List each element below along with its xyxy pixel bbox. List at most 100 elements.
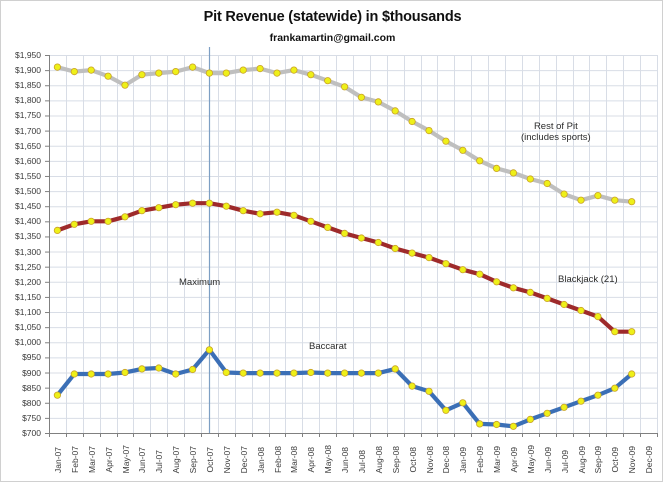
- data-point-marker: [543, 179, 551, 188]
- data-point-marker: [53, 63, 61, 71]
- x-axis-tick-label: Feb-08: [272, 446, 283, 473]
- y-axis-tick-label: $1,600: [15, 155, 41, 166]
- x-axis-tick-label: Sep-09: [593, 445, 604, 473]
- data-point-marker: [374, 369, 382, 377]
- data-point-marker: [222, 202, 230, 210]
- data-point-marker: [577, 306, 585, 315]
- data-point-marker: [205, 69, 213, 77]
- data-point-marker: [476, 157, 484, 165]
- y-axis-tick-label: $1,850: [15, 80, 41, 91]
- data-point-marker: [442, 260, 450, 268]
- y-axis-tick-label: $1,050: [15, 322, 41, 333]
- chart-plot-svg: [45, 47, 658, 437]
- data-point-marker: [628, 370, 636, 378]
- data-point-marker: [594, 391, 602, 399]
- x-axis-tick-label: Nov-07: [221, 445, 232, 473]
- data-point-marker: [374, 238, 382, 247]
- data-point-marker: [104, 72, 112, 80]
- x-axis-tick-label: Mar-07: [86, 446, 97, 473]
- data-point-marker: [509, 422, 517, 430]
- data-point-marker: [121, 81, 129, 89]
- data-point-marker: [391, 107, 399, 115]
- data-point-marker: [442, 137, 450, 145]
- x-axis-tick-label: Dec-09: [644, 445, 655, 473]
- data-point-marker: [172, 201, 180, 209]
- data-point-marker: [239, 207, 247, 215]
- x-axis-tick-label: Oct-09: [610, 447, 621, 473]
- y-axis-tick-label: $1,350: [15, 231, 41, 242]
- y-axis-tick-label: $1,200: [15, 276, 41, 287]
- data-point-marker: [577, 196, 585, 204]
- data-point-marker: [256, 369, 264, 377]
- data-point-marker: [205, 199, 213, 207]
- annotation-rest-of-pit: Rest of Pit (includes sports): [521, 121, 591, 143]
- x-axis-tick-label: Aug-08: [373, 445, 384, 473]
- data-point-marker: [189, 199, 197, 207]
- annotation-maximum-line1: Maximum: [179, 277, 221, 288]
- x-axis-tick-label: Jul-09: [559, 449, 570, 473]
- x-axis-tick-label: Jul-07: [154, 449, 165, 473]
- x-axis-tick-label: Sep-08: [390, 445, 401, 473]
- annotation-rest-of-pit-line1: Rest of Pit: [533, 121, 578, 132]
- annotation-maximum: Maximum: [179, 277, 220, 288]
- data-point-marker: [459, 146, 467, 154]
- x-axis-tick-label: May-07: [120, 444, 131, 473]
- data-point-marker: [357, 234, 365, 242]
- data-point-marker: [628, 328, 636, 336]
- data-point-marker: [560, 300, 568, 309]
- y-axis-tick-label: $750: [22, 412, 41, 423]
- x-axis-tick-label: Feb-07: [69, 446, 80, 473]
- x-axis-tick-label: May-08: [323, 444, 334, 473]
- data-point-marker: [492, 420, 501, 429]
- x-axis-tick-label: Jun-07: [137, 447, 148, 473]
- data-point-marker: [138, 365, 146, 373]
- data-point-marker: [290, 66, 298, 74]
- data-point-marker: [492, 164, 501, 173]
- y-axis-tick-label: $1,900: [15, 65, 41, 76]
- y-axis-tick-label: $1,250: [15, 261, 41, 272]
- y-axis-tick-label: $850: [22, 382, 41, 393]
- data-point-marker: [543, 409, 551, 417]
- data-point-marker: [340, 229, 349, 237]
- data-point-marker: [87, 66, 95, 74]
- y-axis-tick-label: $1,750: [15, 110, 41, 121]
- data-point-marker: [87, 370, 95, 378]
- data-point-marker: [70, 68, 78, 76]
- annotation-blackjack-line1: Blackjack (21): [558, 274, 618, 285]
- data-point-marker: [273, 369, 281, 377]
- data-point-marker: [391, 244, 399, 253]
- data-point-marker: [273, 208, 281, 216]
- data-point-marker: [509, 284, 517, 292]
- data-point-marker: [172, 370, 180, 378]
- y-axis-tick-label: $1,400: [15, 216, 41, 227]
- data-point-marker: [70, 220, 78, 228]
- data-point-marker: [138, 71, 146, 79]
- data-point-marker: [391, 365, 399, 373]
- data-point-marker: [526, 288, 534, 296]
- data-point-marker: [459, 399, 467, 407]
- y-axis-tick-label: $1,150: [15, 291, 41, 302]
- chart-title: Pit Revenue (statewide) in $thousands: [203, 9, 462, 25]
- data-point-marker: [222, 368, 230, 377]
- data-point-marker: [560, 403, 568, 411]
- x-axis-tick-label: Apr-08: [306, 447, 317, 473]
- data-point-marker: [205, 346, 213, 354]
- x-axis-tick-label: Nov-09: [627, 445, 638, 473]
- x-axis-tick-label: Jul-08: [356, 449, 367, 473]
- x-axis-tick-label: May-09: [525, 444, 536, 473]
- data-point-marker: [408, 117, 416, 126]
- y-axis-tick-label: $1,300: [15, 246, 41, 257]
- y-axis-tick-label: $700: [22, 428, 41, 438]
- data-point-marker: [577, 397, 585, 405]
- data-point-marker: [594, 192, 602, 200]
- data-point-marker: [104, 370, 112, 378]
- data-point-marker: [138, 207, 146, 215]
- x-axis-tick-label: Aug-09: [576, 445, 587, 473]
- y-axis-tick-label: $1,100: [15, 307, 41, 318]
- data-point-marker: [239, 66, 247, 74]
- data-point-marker: [307, 71, 315, 79]
- x-axis-tick-label: Sep-07: [188, 445, 199, 473]
- data-point-marker: [357, 93, 365, 101]
- x-axis-tick-label: Apr-07: [103, 447, 114, 473]
